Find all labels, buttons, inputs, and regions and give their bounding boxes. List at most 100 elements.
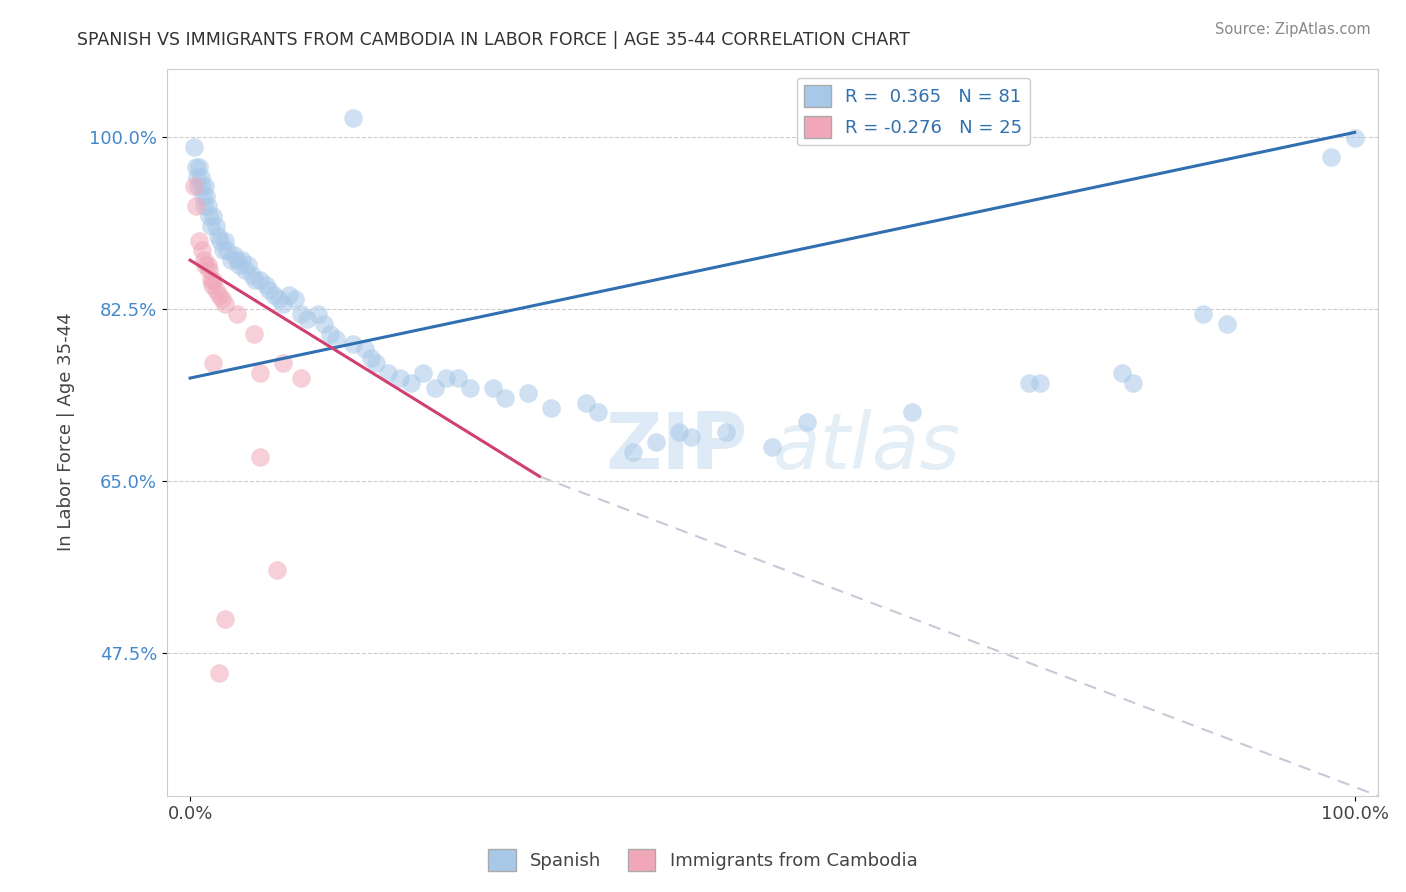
Point (284, 293, 307, 307)
Point (190, 169, 212, 184)
Point (482, 381, 505, 395)
Point (211, 244, 233, 258)
Point (211, 293, 233, 307)
Point (193, 199, 215, 213)
Point (1343, 131, 1365, 145)
Point (447, 371, 470, 385)
Point (259, 283, 281, 297)
Point (271, 356, 294, 370)
Point (342, 111, 364, 125)
Point (458, 381, 481, 395)
Point (668, 425, 690, 439)
Point (208, 665, 231, 680)
Legend: R =  0.365   N = 81, R = -0.276   N = 25: R = 0.365 N = 81, R = -0.276 N = 25 (797, 78, 1029, 145)
Point (197, 199, 219, 213)
Point (214, 612, 236, 626)
Point (1215, 317, 1237, 331)
Point (290, 307, 312, 321)
Point (319, 326, 342, 341)
Point (353, 342, 375, 356)
Point (312, 317, 335, 331)
Point (204, 283, 226, 297)
Point (197, 258, 219, 272)
Point (263, 287, 285, 301)
Point (266, 563, 288, 577)
Point (195, 189, 218, 203)
Point (434, 371, 457, 385)
Point (184, 160, 207, 174)
Point (575, 395, 598, 409)
Point (240, 268, 263, 282)
Point (188, 160, 211, 174)
Text: Source: ZipAtlas.com: Source: ZipAtlas.com (1215, 22, 1371, 37)
Point (238, 258, 260, 272)
Point (1192, 307, 1215, 321)
Point (231, 253, 253, 268)
Point (197, 263, 219, 277)
Point (214, 297, 236, 311)
Point (209, 234, 232, 248)
Legend: Spanish, Immigrants from Cambodia: Spanish, Immigrants from Cambodia (481, 842, 925, 879)
Point (249, 273, 271, 287)
Point (183, 140, 205, 154)
Point (366, 356, 388, 370)
Point (645, 434, 668, 449)
Point (225, 253, 247, 268)
Point (249, 366, 271, 380)
Point (249, 450, 271, 464)
Point (214, 234, 236, 248)
Point (325, 332, 347, 346)
Point (271, 297, 294, 311)
Point (208, 287, 231, 301)
Point (191, 189, 214, 203)
Point (243, 326, 266, 341)
Point (190, 244, 212, 258)
Point (278, 287, 301, 301)
Point (233, 263, 256, 277)
Point (202, 356, 225, 370)
Point (200, 273, 222, 287)
Point (388, 371, 411, 385)
Point (194, 179, 217, 194)
Point (207, 228, 229, 243)
Point (187, 179, 209, 194)
Point (194, 258, 217, 272)
Point (200, 219, 222, 233)
Point (224, 248, 246, 262)
Point (228, 258, 250, 272)
Point (188, 234, 211, 248)
Point (225, 307, 247, 321)
Point (377, 366, 399, 380)
Point (360, 351, 382, 366)
Y-axis label: In Labor Force | Age 35-44: In Labor Force | Age 35-44 (58, 313, 75, 551)
Point (1018, 376, 1040, 390)
Point (201, 277, 224, 292)
Point (342, 336, 364, 351)
Point (219, 253, 242, 268)
Point (1320, 150, 1343, 164)
Point (401, 376, 423, 390)
Point (412, 366, 434, 380)
Point (183, 179, 205, 194)
Point (679, 430, 702, 444)
Point (295, 312, 318, 326)
Point (901, 405, 924, 419)
Point (245, 273, 267, 287)
Point (1029, 376, 1052, 390)
Text: SPANISH VS IMMIGRANTS FROM CAMBODIA IN LABOR FORCE | AGE 35-44 CORRELATION CHART: SPANISH VS IMMIGRANTS FROM CAMBODIA IN L… (77, 31, 910, 49)
Text: atlas: atlas (772, 409, 960, 484)
Point (423, 381, 446, 395)
Point (796, 415, 818, 429)
Point (204, 219, 226, 233)
Point (217, 244, 239, 258)
Point (267, 293, 290, 307)
Point (290, 371, 312, 385)
Text: ZIP: ZIP (606, 409, 748, 484)
Point (186, 169, 208, 184)
Point (193, 253, 215, 268)
Point (190, 179, 212, 194)
Point (714, 425, 737, 439)
Point (540, 401, 562, 415)
Point (494, 391, 516, 405)
Point (202, 209, 225, 223)
